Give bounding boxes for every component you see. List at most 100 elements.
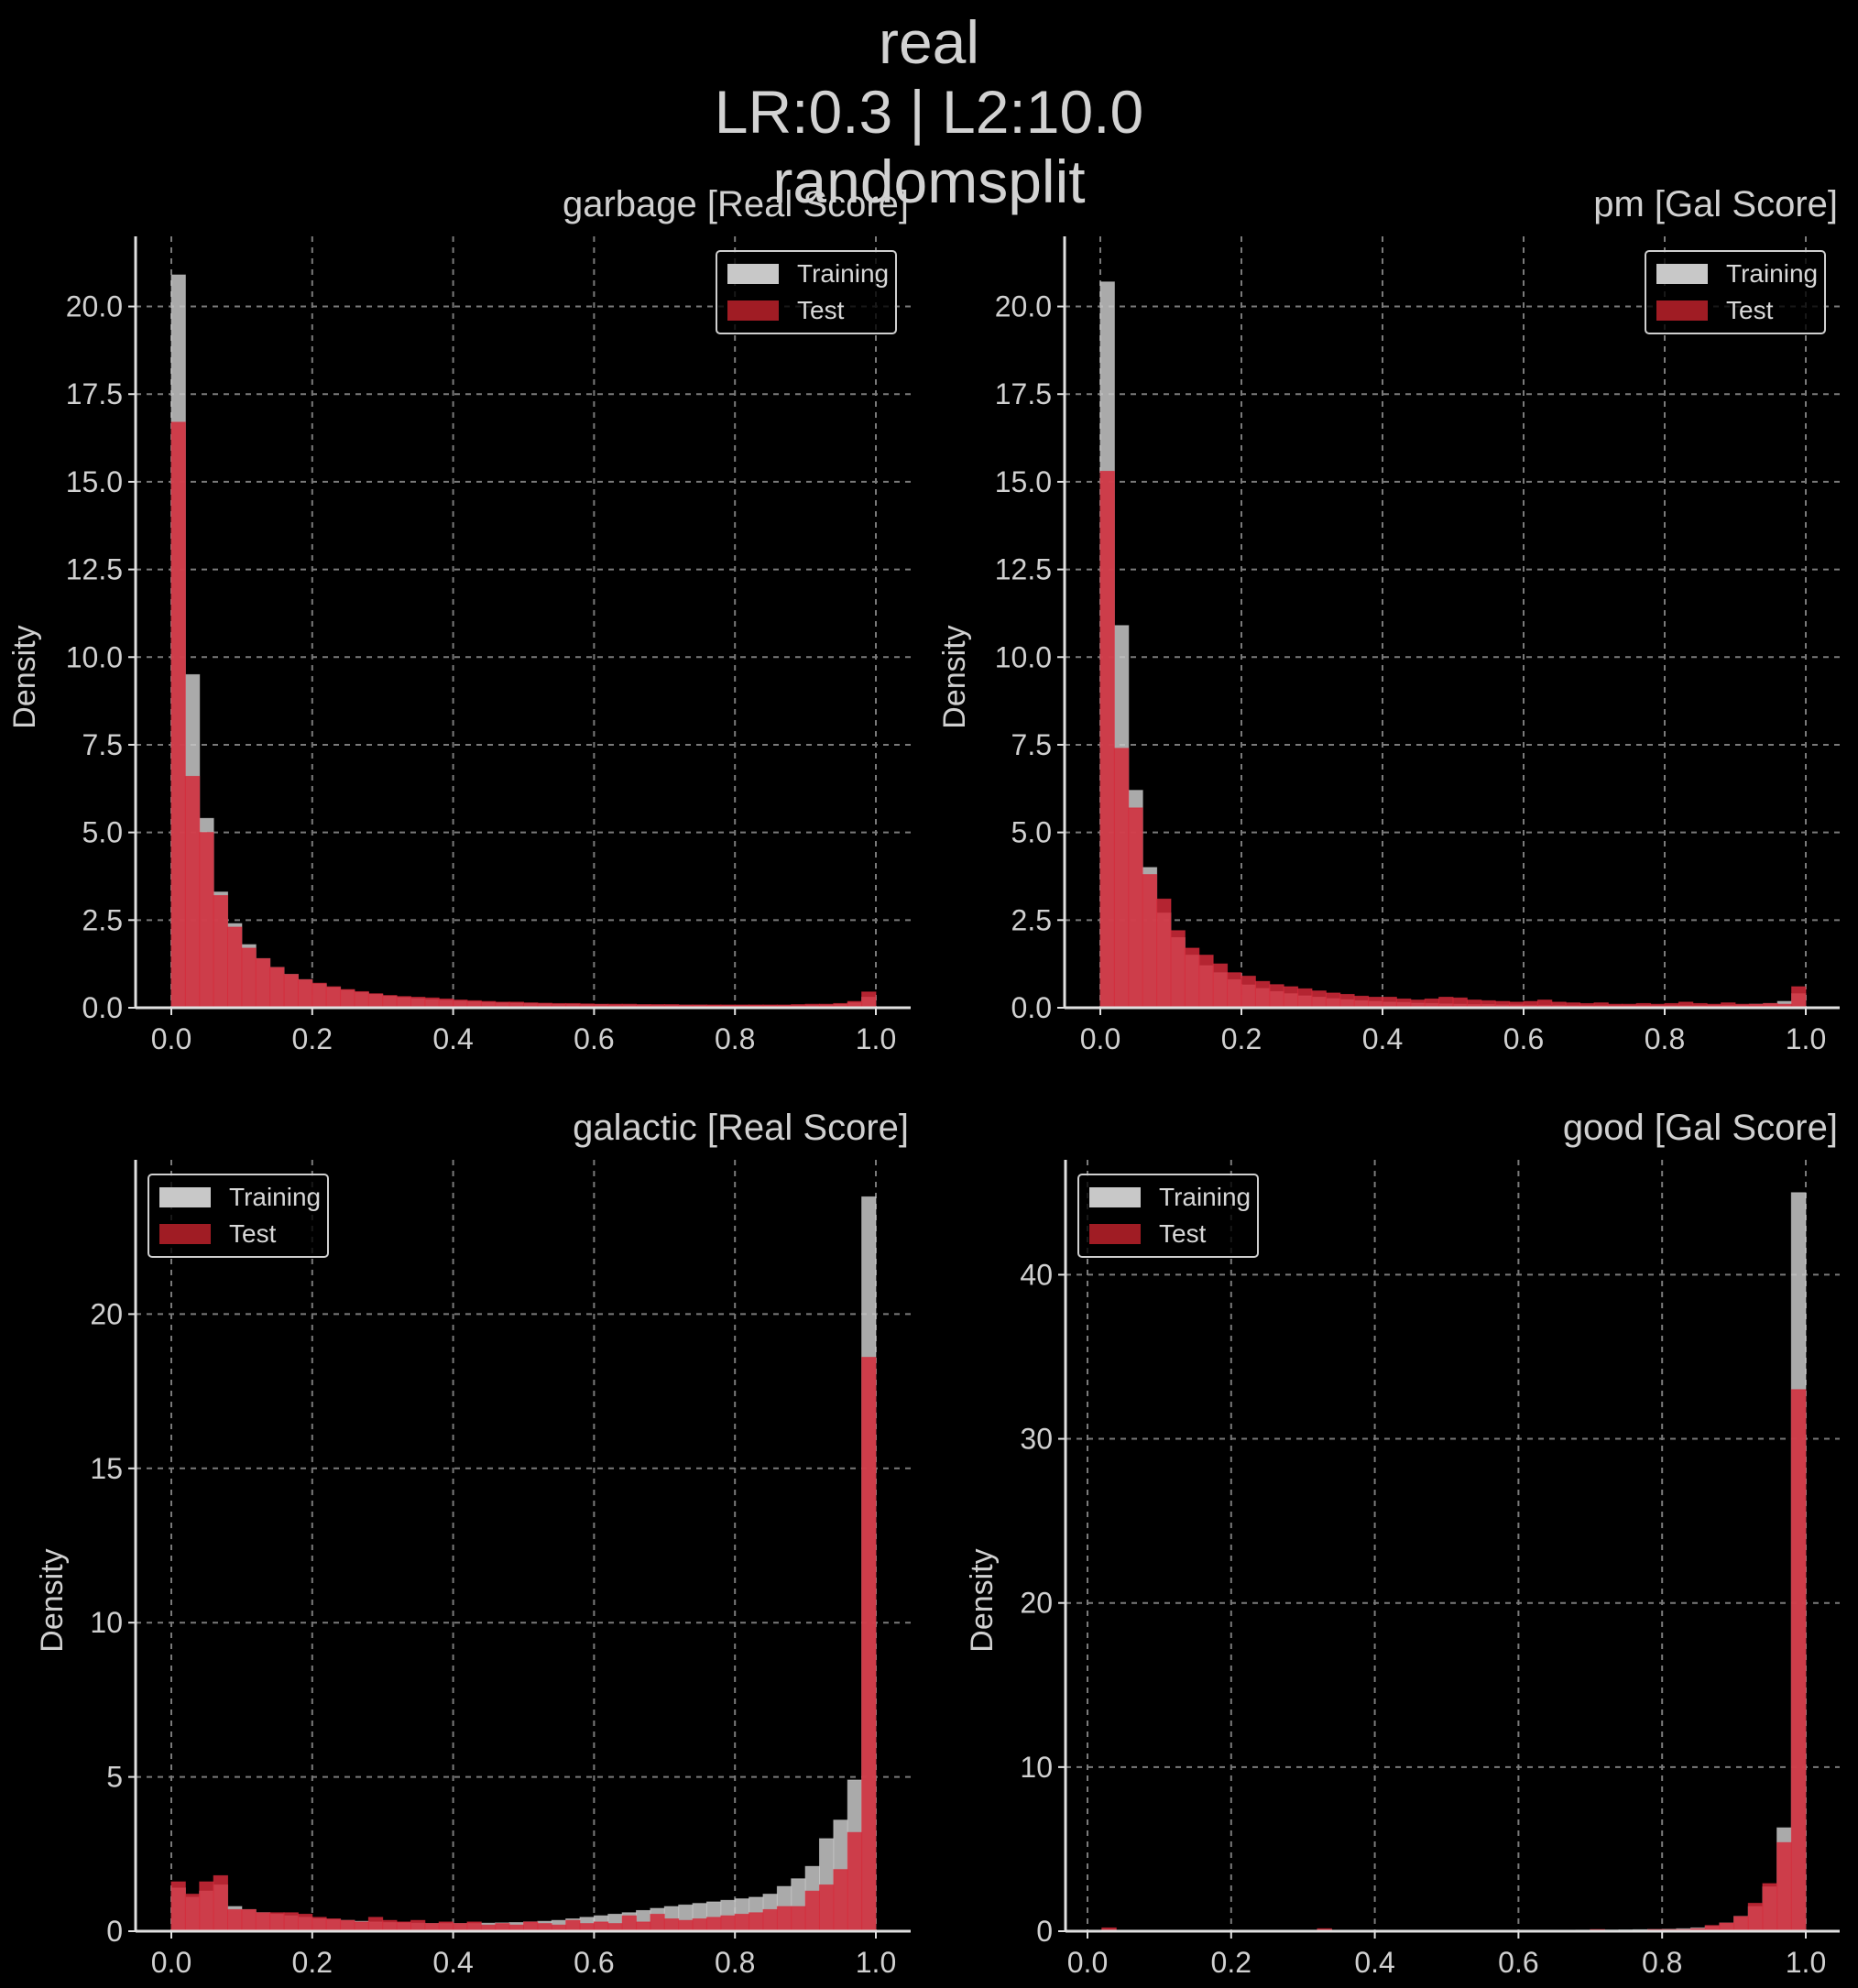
x-tick-label: 1.0	[1786, 1946, 1826, 1979]
test-series-bar	[565, 1919, 581, 1932]
y-tick-label: 20.0	[995, 290, 1052, 323]
legend: Training Test	[1645, 250, 1826, 334]
test-series-bar	[734, 1913, 750, 1932]
test-series-bar	[1311, 990, 1327, 1009]
y-tick-label: 17.5	[995, 377, 1052, 410]
test-series-bar	[861, 1357, 877, 1932]
test-series-bar	[269, 1912, 285, 1932]
y-tick-label: 7.5	[82, 728, 123, 761]
x-tick-label: 0.8	[1642, 1946, 1682, 1979]
test-series-bar	[1452, 997, 1468, 1009]
test-series-bar	[283, 974, 299, 1009]
test-series-bar	[466, 1921, 482, 1932]
test-series-bar	[1382, 997, 1397, 1009]
test-series-bar	[199, 1881, 214, 1932]
test-series-bar	[283, 1912, 299, 1932]
y-tick-label: 0	[106, 1915, 123, 1948]
test-series-bar	[367, 1917, 384, 1932]
test-series-bar	[297, 978, 313, 1009]
test-series-bar	[241, 947, 257, 1009]
figure-title-line-2: LR:0.3 | L2:10.0	[714, 78, 1144, 146]
test-series-bar	[340, 1919, 355, 1932]
y-tick-label: 15.0	[66, 465, 123, 498]
test-series-bar	[438, 1921, 454, 1932]
x-tick-label: 0.2	[292, 1022, 333, 1055]
test-series-bar	[1184, 947, 1200, 1009]
y-tick-label: 15	[90, 1452, 123, 1485]
legend-training-swatch	[159, 1187, 211, 1207]
subplot-2: 0.0 0.2 0.4 0.6 0.8 1.0 0.0 2.5 5.0 7.5 10.0 12.5 15…	[937, 184, 1840, 1055]
test-series-bar	[213, 1874, 229, 1932]
training-series	[1087, 1192, 1807, 1932]
x-tick-label: 1.0	[1786, 1022, 1826, 1055]
legend: Training Test	[148, 1174, 329, 1258]
training-series	[1099, 281, 1807, 1009]
x-tick-label: 0.6	[574, 1946, 614, 1979]
test-series-bar	[382, 995, 398, 1009]
test-series-bar	[410, 997, 426, 1009]
test-series-bar	[354, 1921, 369, 1932]
test-series-bar	[1283, 986, 1299, 1009]
legend-training-label: Training	[797, 259, 889, 288]
legend: Training Test	[716, 250, 897, 334]
y-tick-label: 0.0	[1011, 991, 1052, 1024]
legend-training-swatch	[1089, 1187, 1141, 1207]
test-series-bar	[255, 1912, 271, 1932]
y-tick-label: 2.5	[1011, 903, 1052, 936]
x-tick-label: 1.0	[856, 1946, 896, 1979]
test-series-bar	[227, 926, 243, 1009]
legend-training-swatch	[1656, 264, 1708, 284]
test-series-bar	[1269, 984, 1284, 1009]
test-series-bar	[325, 1918, 342, 1932]
test-series-bar	[1142, 874, 1158, 1009]
test-series-bar	[1113, 748, 1130, 1009]
x-tick-label: 0.2	[292, 1946, 333, 1979]
test-series-bar	[1170, 930, 1186, 1009]
legend: Training Test	[1077, 1174, 1259, 1258]
subplot-title: galactic [Real Score]	[573, 1108, 909, 1148]
test-series-bar	[199, 832, 214, 1009]
x-tick-label: 1.0	[856, 1022, 896, 1055]
y-tick-label: 40	[1020, 1258, 1053, 1291]
y-tick-label: 15.0	[995, 465, 1052, 498]
y-tick-label: 10.0	[995, 640, 1052, 673]
test-series-bar	[861, 991, 877, 1009]
y-tick-label: 0	[1036, 1915, 1053, 1948]
subplot-1: 0.0 0.2 0.4 0.6 0.8 1.0 0.0 2.5 5.0 7.5 10.0 12.5 15…	[7, 184, 911, 1055]
test-series-bar	[241, 1908, 257, 1932]
test-series-bar	[621, 1915, 638, 1932]
subplot-title: good [Gal Score]	[1563, 1108, 1838, 1148]
test-series-bar	[297, 1913, 313, 1932]
x-tick-label: 0.4	[1362, 1022, 1403, 1055]
test-series	[170, 1357, 877, 1932]
x-tick-label: 0.8	[715, 1946, 755, 1979]
test-series-bar	[650, 1913, 665, 1932]
test-series-bar	[354, 990, 369, 1009]
legend-test-swatch	[1089, 1224, 1141, 1244]
test-series-bar	[1762, 1883, 1778, 1932]
grid-lines	[136, 1160, 911, 1932]
x-tick-label: 0.0	[1080, 1022, 1120, 1055]
y-tick-label: 5.0	[1011, 816, 1052, 849]
x-tick-label: 0.0	[151, 1946, 191, 1979]
test-series-bar	[847, 1831, 863, 1932]
test-series-bar	[311, 982, 327, 1009]
test-series-bar	[678, 1919, 694, 1932]
y-tick-label: 7.5	[1011, 728, 1052, 761]
test-series-bar	[255, 957, 271, 1009]
test-series-bar	[593, 1921, 609, 1932]
x-tick-label: 0.4	[1354, 1946, 1394, 1979]
test-series-bar	[692, 1918, 707, 1932]
legend-test-swatch	[159, 1224, 211, 1244]
y-tick-label: 10	[1020, 1751, 1053, 1784]
test-series-bar	[1227, 972, 1242, 1009]
test-series-bar	[1198, 955, 1214, 1009]
test-series-bar	[720, 1915, 736, 1932]
test-series-bar	[1099, 470, 1115, 1009]
test-series-bar	[396, 1921, 411, 1932]
figure-title: real LR:0.3 | L2:10.0 randomsplit	[0, 7, 1858, 216]
x-tick-label: 0.6	[1498, 1946, 1538, 1979]
test-series-bar	[705, 1917, 722, 1932]
test-series-bar	[184, 1894, 201, 1932]
test-series-bar	[1776, 1841, 1792, 1932]
